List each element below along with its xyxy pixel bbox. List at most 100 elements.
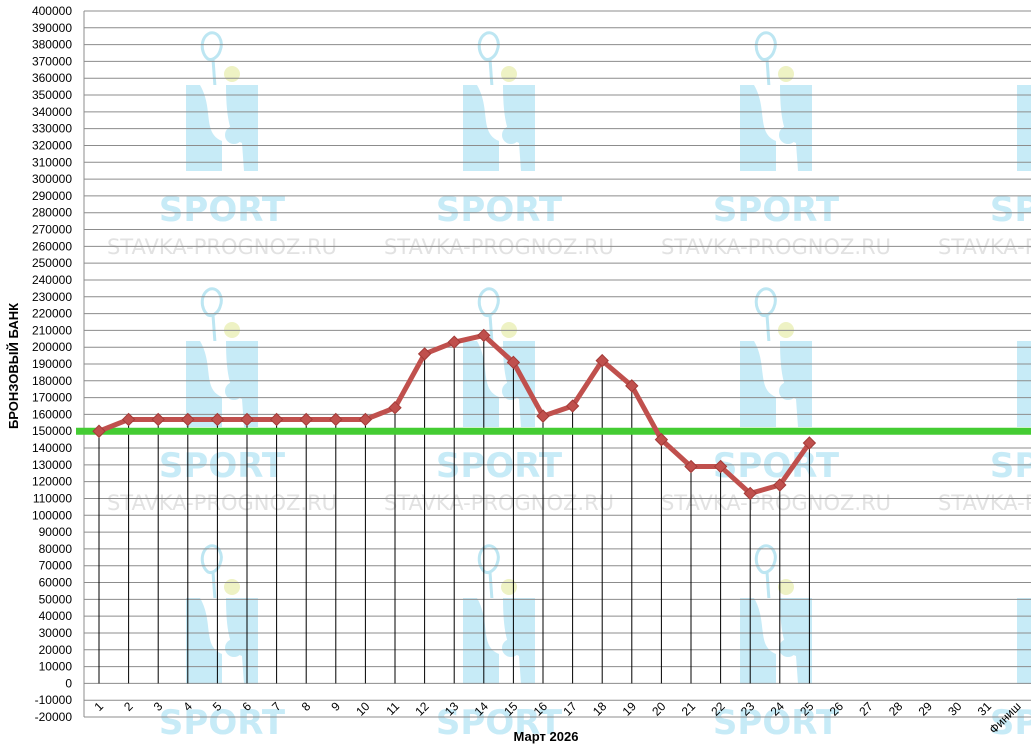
- y-tick-label: 10000: [39, 660, 73, 674]
- y-tick-label: 210000: [32, 323, 72, 337]
- data-point-marker: [595, 353, 609, 368]
- data-point-marker: [417, 347, 432, 361]
- y-tick-label: 320000: [32, 138, 72, 152]
- x-tick-label: 20: [649, 699, 669, 719]
- y-tick-label: 290000: [32, 189, 72, 203]
- y-tick-label: 360000: [32, 71, 72, 85]
- x-tick-label: 19: [620, 699, 640, 719]
- watermark-brand: SPORT: [990, 190, 1031, 230]
- watermark-site: STAVKA-PROGNOZ.RU: [938, 235, 1031, 259]
- watermark-brand: SPORT: [436, 190, 563, 230]
- data-point-marker: [151, 412, 165, 427]
- x-tick-label: 8: [299, 699, 314, 714]
- y-tick-label: 50000: [39, 592, 73, 606]
- data-point-marker: [684, 459, 698, 474]
- watermark-figure-icon: [738, 544, 814, 686]
- x-tick-label: 9: [328, 699, 343, 714]
- y-tick-label: 70000: [39, 559, 73, 573]
- watermark-brand: SPORT: [159, 703, 286, 743]
- watermark-site: STAVKA-PROGNOZ.RU: [107, 491, 337, 515]
- watermark-brand: SPORT: [436, 703, 563, 743]
- watermark-figure-icon: [1015, 31, 1031, 173]
- data-point-marker: [506, 355, 521, 370]
- y-tick-label: 90000: [39, 525, 73, 539]
- x-tick-label: 2: [121, 699, 136, 714]
- watermark-figure-icon: [1015, 287, 1031, 429]
- watermark-site: STAVKA-PROGNOZ.RU: [384, 235, 614, 259]
- data-point-marker: [565, 399, 580, 413]
- y-tick-label: 370000: [32, 54, 72, 68]
- watermark-figure-icon: [461, 31, 537, 173]
- y-tick-label: 270000: [32, 223, 72, 237]
- y-tick-label: 190000: [32, 357, 72, 371]
- watermark-brand: SPORT: [713, 703, 840, 743]
- data-point-marker: [269, 412, 284, 427]
- y-tick-label: 200000: [32, 340, 72, 354]
- watermark-brand: SPORT: [159, 446, 286, 486]
- watermark-figure-icon: [461, 287, 537, 429]
- y-tick-label: -10000: [35, 693, 73, 707]
- y-tick-label: 260000: [32, 239, 72, 253]
- y-tick-label: 80000: [39, 542, 73, 556]
- y-axis-ticks: -20000 -10000 0 10000 20000 30000 40000 50000 60…: [32, 4, 72, 724]
- y-tick-label: -20000: [35, 710, 73, 724]
- data-point-marker: [654, 432, 669, 447]
- x-tick-label: 1: [91, 699, 106, 714]
- data-point-marker: [358, 412, 373, 427]
- y-tick-label: 330000: [32, 122, 72, 136]
- data-point-marker: [773, 478, 787, 492]
- y-tick-label: 160000: [32, 407, 72, 421]
- watermark-brand: SPORT: [713, 190, 840, 230]
- y-tick-label: 20000: [39, 643, 73, 657]
- data-point-marker: [240, 412, 254, 427]
- watermark-figure-icon: [738, 287, 814, 429]
- y-tick-label: 380000: [32, 38, 72, 52]
- data-point-marker: [329, 412, 343, 427]
- y-tick-label: 350000: [32, 88, 72, 102]
- watermark-site: STAVKA-PROGNOZ.RU: [384, 491, 614, 515]
- x-tick-label: 11: [383, 699, 402, 718]
- y-tick-label: 240000: [32, 273, 72, 287]
- x-tick-label: 10: [353, 699, 373, 719]
- watermark-site: STAVKA-PROGNOZ.RU: [661, 491, 891, 515]
- watermark-figure-icon: [461, 544, 537, 686]
- x-tick-label: 30: [945, 699, 965, 719]
- y-tick-label: 220000: [32, 307, 72, 321]
- y-tick-label: 40000: [39, 609, 73, 623]
- y-tick-label: 400000: [32, 4, 72, 18]
- x-tick-label: 29: [916, 699, 936, 719]
- series-line: [92, 328, 817, 501]
- y-tick-label: 100000: [32, 508, 72, 522]
- y-tick-label: 280000: [32, 206, 72, 220]
- data-point-marker: [181, 412, 195, 427]
- data-point-marker: [477, 328, 491, 343]
- y-tick-label: 390000: [32, 21, 72, 35]
- y-tick-label: 140000: [32, 441, 72, 455]
- data-point-marker: [743, 486, 757, 501]
- watermark-figure-icon: [184, 287, 260, 429]
- data-point-marker: [625, 379, 639, 393]
- data-point-marker: [536, 409, 550, 423]
- x-tick-label: 28: [886, 699, 906, 719]
- y-tick-label: 230000: [32, 290, 72, 304]
- y-axis-title: БРОНЗОВЫЙ БАНК: [6, 303, 21, 429]
- data-point-marker: [388, 400, 402, 415]
- watermark-site: STAVKA-PROGNOZ.RU: [938, 491, 1031, 515]
- watermark-layer: SPORT STAVKA-PROGNOZ.RU SPORT STAVKA-PROGNO…: [107, 31, 1031, 743]
- y-tick-label: 340000: [32, 105, 72, 119]
- x-tick-label: 17: [560, 699, 580, 719]
- x-tick-label: 27: [856, 699, 876, 719]
- x-tick-label: 18: [590, 699, 610, 719]
- data-point-marker: [210, 412, 225, 427]
- drop-lines: [98, 335, 810, 684]
- x-tick-label: 12: [412, 699, 432, 719]
- data-point-marker: [802, 436, 817, 450]
- y-tick-label: 310000: [32, 155, 72, 169]
- y-tick-label: 250000: [32, 256, 72, 270]
- watermark-brand: SPORT: [159, 190, 286, 230]
- x-tick-label: 21: [679, 699, 699, 719]
- y-tick-label: 0: [65, 676, 72, 690]
- y-tick-label: 30000: [39, 626, 73, 640]
- y-tick-label: 110000: [33, 491, 72, 505]
